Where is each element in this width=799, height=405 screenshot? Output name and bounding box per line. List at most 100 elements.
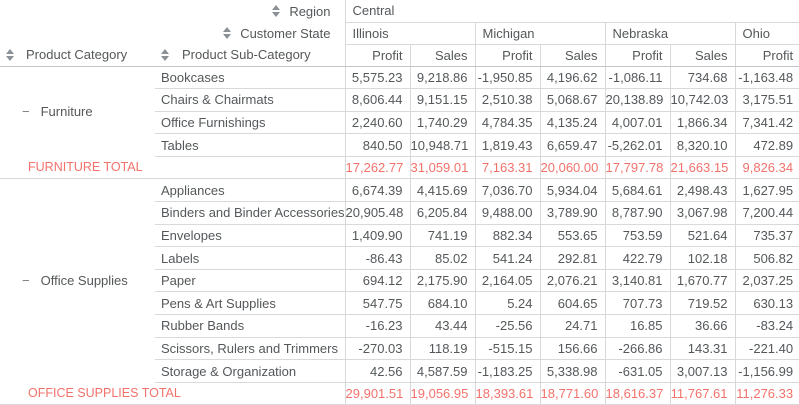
value-cell: 553.65 xyxy=(539,224,606,248)
value-cell: 8,606.44 xyxy=(344,88,411,112)
value-cell: -631.05 xyxy=(604,359,671,383)
value-cell: -1,950.85 xyxy=(474,66,541,90)
value-cell: 707.73 xyxy=(604,291,671,316)
product-category-header-cell[interactable]: Product Category xyxy=(0,44,155,67)
value-cell: 4,135.24 xyxy=(539,111,606,135)
subcategory-cell: Appliances xyxy=(155,178,346,203)
table-row: Binders and Binder Accessories 20,905.48 6… xyxy=(0,201,799,225)
value-cell: 2,076.21 xyxy=(539,269,606,293)
value-cell: 102.18 xyxy=(669,246,736,270)
value-cell: 118.19 xyxy=(409,337,476,361)
value-cell: -16.23 xyxy=(344,314,411,338)
measure-header-sales-5: Sales xyxy=(669,44,736,67)
value-cell: 630.13 xyxy=(734,291,799,316)
total-value-cell: 18,616.37 xyxy=(604,381,671,405)
value-cell: 6,205.84 xyxy=(409,201,476,225)
value-cell: 5,338.98 xyxy=(539,359,606,383)
value-cell: 506.82 xyxy=(734,246,799,270)
value-cell: 734.68 xyxy=(669,66,736,90)
subcategory-cell: Scissors, Rulers and Trimmers xyxy=(155,337,346,361)
value-cell: 8,320.10 xyxy=(669,133,736,157)
value-cell: 156.66 xyxy=(539,337,606,361)
value-cell: 292.81 xyxy=(539,246,606,270)
total-value-cell: 29,901.51 xyxy=(344,381,411,405)
state-header-nebraska: Nebraska xyxy=(604,22,736,45)
value-cell: -1,156.99 xyxy=(734,359,799,383)
measure-header-sales-1: Sales xyxy=(409,44,476,67)
measure-header-profit-6: Profit xyxy=(734,44,799,67)
value-cell: -221.40 xyxy=(734,337,799,361)
product-subcategory-label: Product Sub-Category xyxy=(182,47,311,63)
table-row: Chairs & Chairmats 8,606.44 9,151.15 2,510.… xyxy=(0,88,799,112)
value-cell: 1,670.77 xyxy=(669,269,736,293)
value-cell: 3,175.51 xyxy=(734,88,799,112)
value-cell: 541.24 xyxy=(474,246,541,270)
measure-header-profit-2: Profit xyxy=(474,44,541,67)
value-cell: -515.15 xyxy=(474,337,541,361)
sort-icon-customer-state[interactable] xyxy=(223,26,232,40)
collapse-icon[interactable]: − xyxy=(22,103,30,119)
value-cell: 8,787.90 xyxy=(604,201,671,225)
total-row: FURNITURE TOTAL 17,262.77 31,059.01 7,163.3… xyxy=(0,155,799,180)
value-cell: 4,587.59 xyxy=(409,359,476,383)
sort-icon-product-subcategory[interactable] xyxy=(161,48,169,61)
value-cell: 2,175.90 xyxy=(409,269,476,293)
value-cell: -1,086.11 xyxy=(604,66,671,90)
subcategory-cell: Tables xyxy=(155,133,346,157)
region-label: Region xyxy=(289,3,331,19)
value-cell: 4,784.35 xyxy=(474,111,541,135)
value-cell: 422.79 xyxy=(604,246,671,270)
sort-icon-product-category[interactable] xyxy=(6,48,14,61)
value-cell: 10,948.71 xyxy=(409,133,476,157)
total-value-cell: 11,767.61 xyxy=(669,381,736,405)
total-label-cell: OFFICE SUPPLIES TOTAL xyxy=(0,382,181,405)
table-row: Scissors, Rulers and Trimmers -270.03 118.… xyxy=(0,337,799,361)
value-cell: 7,036.70 xyxy=(474,178,541,203)
category-cell: − Furniture xyxy=(0,66,155,156)
value-cell: -86.43 xyxy=(344,246,411,270)
value-cell: 6,659.47 xyxy=(539,133,606,157)
table-row: Envelopes 1,409.90 741.19 882.34 553.65 753.5… xyxy=(0,224,799,248)
value-cell: 2,240.60 xyxy=(344,111,411,135)
region-header-cell[interactable]: Region xyxy=(0,0,345,22)
subcategory-cell: Paper xyxy=(155,269,346,293)
value-cell: 1,819.43 xyxy=(474,133,541,157)
value-cell: 3,140.81 xyxy=(604,269,671,293)
value-cell: 2,510.38 xyxy=(474,88,541,112)
total-value-cell: 20,060.00 xyxy=(539,155,606,180)
value-cell: -1,183.25 xyxy=(474,359,541,383)
table-row: Tables 840.50 10,948.71 1,819.43 6,659.47 -5,… xyxy=(0,133,799,157)
value-cell: 42.56 xyxy=(344,359,411,383)
total-value-cell: 17,797.78 xyxy=(604,155,671,180)
value-cell: 20,905.48 xyxy=(344,201,411,225)
total-value-cell: 11,276.33 xyxy=(734,381,799,405)
total-value-cell: 17,262.77 xyxy=(344,155,411,180)
column-header-row: Product Category Product Sub-Category Pr… xyxy=(0,44,799,67)
total-empty-cell xyxy=(155,381,346,405)
value-cell: 604.65 xyxy=(539,291,606,316)
customer-state-header-cell[interactable]: Customer State xyxy=(0,22,345,44)
total-label-cell: FURNITURE TOTAL xyxy=(0,156,155,180)
value-cell: 753.59 xyxy=(604,224,671,248)
value-cell: 3,789.90 xyxy=(539,201,606,225)
value-cell: -266.86 xyxy=(604,337,671,361)
category-label: Furniture xyxy=(40,103,93,119)
subcategory-cell: Storage & Organization xyxy=(155,359,346,383)
value-cell: 10,742.03 xyxy=(669,88,736,112)
value-cell: 1,740.29 xyxy=(409,111,476,135)
total-value-cell: 21,663.15 xyxy=(669,155,736,180)
value-cell: 521.64 xyxy=(669,224,736,248)
subcategory-cell: Envelopes xyxy=(155,224,346,248)
table-row: Office Furnishings 2,240.60 1,740.29 4,784.… xyxy=(0,111,799,135)
product-subcategory-header-cell[interactable]: Product Sub-Category xyxy=(155,44,346,67)
sort-icon-region[interactable] xyxy=(272,4,281,18)
total-value-cell: 19,056.95 xyxy=(409,381,476,405)
value-cell: 3,067.98 xyxy=(669,201,736,225)
value-cell: 1,866.34 xyxy=(669,111,736,135)
customer-state-label: Customer State xyxy=(240,25,331,41)
collapse-icon[interactable]: − xyxy=(22,273,30,289)
value-cell: 2,164.05 xyxy=(474,269,541,293)
value-cell: -1,163.48 xyxy=(734,66,799,90)
table-row: Paper 694.12 2,175.90 2,164.05 2,076.21 3,140… xyxy=(0,269,799,293)
value-cell: 6,674.39 xyxy=(344,178,411,203)
